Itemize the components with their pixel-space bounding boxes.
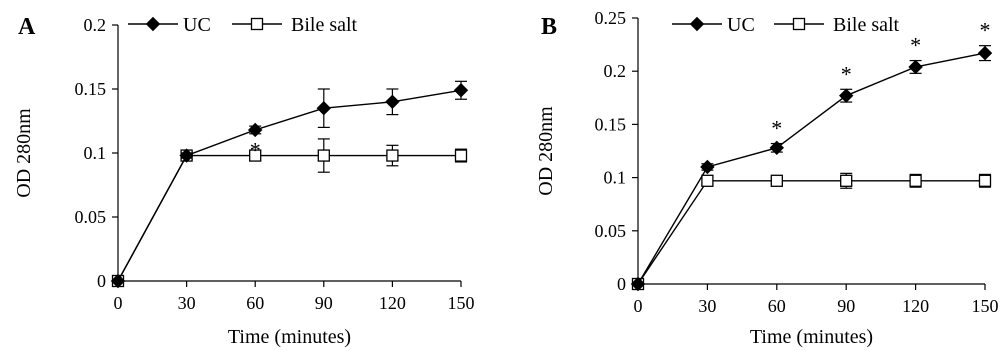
significance-marker: *: [771, 116, 782, 141]
x-tick-label: 60: [768, 296, 786, 316]
legend-marker-uc: [689, 16, 705, 32]
significance-marker: *: [910, 33, 921, 58]
series-bile-salt: [631, 172, 992, 291]
legend-label-bile-salt: Bile salt: [291, 14, 358, 36]
legend-label-uc: UC: [183, 14, 211, 36]
data-point-uc: [908, 59, 923, 75]
data-point-bile-salt: [317, 149, 330, 162]
x-tick-label: 30: [178, 293, 196, 313]
series-bile-salt: [111, 138, 468, 288]
data-point-bile-salt: [454, 149, 468, 162]
legend: UC Bile salt: [128, 14, 358, 36]
significance-marker: *: [841, 61, 852, 86]
legend-marker-bile-salt: [250, 17, 264, 31]
data-point-bile-salt: [909, 174, 922, 187]
y-axis-label: OD 280nm: [535, 106, 557, 196]
data-point-uc: [316, 100, 332, 116]
y-tick-label: 0: [97, 271, 106, 291]
data-point-bile-salt: [978, 174, 992, 187]
legend-label-uc: UC: [727, 14, 755, 36]
data-point-bile-salt: [701, 174, 714, 187]
x-tick-label: 0: [114, 293, 123, 313]
y-tick-label: 0.2: [604, 61, 627, 81]
y-tick-label: 0.05: [595, 221, 627, 241]
data-point-uc: [838, 88, 854, 103]
panel-label: A: [18, 14, 36, 40]
legend-label-bile-salt: Bile salt: [833, 14, 900, 36]
y-tick-label: 0.25: [595, 8, 627, 28]
series-line: [637, 180, 985, 285]
data-point-uc: [179, 148, 194, 163]
y-tick-label: 0.2: [84, 15, 107, 35]
data-point-bile-salt: [840, 174, 853, 187]
chart-panel-a: A 0 0.05 0.1 0.15 0.2 0 30 60 90 120 150 Time (minut…: [13, 14, 475, 348]
y-tick-label: 0.05: [75, 207, 107, 227]
x-tick-label: 150: [972, 296, 999, 316]
significance-marker: *: [980, 18, 991, 43]
x-axis-label: Time (minutes): [750, 326, 873, 348]
y-tick-label: 0.15: [75, 79, 107, 99]
data-point-uc: [769, 140, 785, 156]
series-uc: [630, 45, 993, 292]
data-point-uc: [977, 45, 993, 61]
x-tick-label: 90: [837, 296, 855, 316]
series-line: [117, 154, 461, 282]
x-tick-label: 90: [315, 293, 333, 313]
legend: UC Bile salt: [672, 14, 900, 36]
data-point-bile-salt: [249, 149, 262, 162]
series-line: [117, 89, 462, 282]
data-point-uc: [453, 83, 469, 98]
x-axis-label: Time (minutes): [228, 326, 351, 348]
y-axis-label: OD 280nm: [13, 108, 35, 198]
x-tick-label: 120: [902, 296, 929, 316]
y-tick-label: 0: [617, 274, 626, 294]
y-tick-label: 0.15: [595, 114, 627, 134]
legend-marker-bile-salt: [792, 17, 806, 31]
data-point-uc: [247, 122, 263, 138]
y-tick-label: 0.1: [604, 168, 627, 188]
data-point-uc: [385, 94, 400, 110]
data-point-uc: [110, 273, 126, 289]
series-uc: [110, 80, 469, 289]
data-point-uc: [630, 276, 646, 292]
x-tick-label: 60: [246, 293, 264, 313]
x-tick-label: 120: [379, 293, 406, 313]
x-tick-label: 150: [448, 293, 475, 313]
x-tick-label: 0: [634, 296, 643, 316]
series-line: [637, 52, 986, 285]
chart-panel-b: B 0 0.05 0.1 0.15 0.2 0.25 0 30 60 90 120 150 Time (m…: [535, 8, 999, 348]
significance-marker: *: [250, 138, 261, 163]
y-tick-label: 0.1: [84, 143, 107, 163]
data-point-bile-salt: [386, 149, 399, 162]
x-tick-label: 30: [698, 296, 716, 316]
panel-label: B: [541, 14, 557, 40]
data-point-bile-salt: [770, 174, 783, 187]
legend-marker-uc: [145, 16, 161, 32]
data-point-uc: [700, 159, 715, 175]
